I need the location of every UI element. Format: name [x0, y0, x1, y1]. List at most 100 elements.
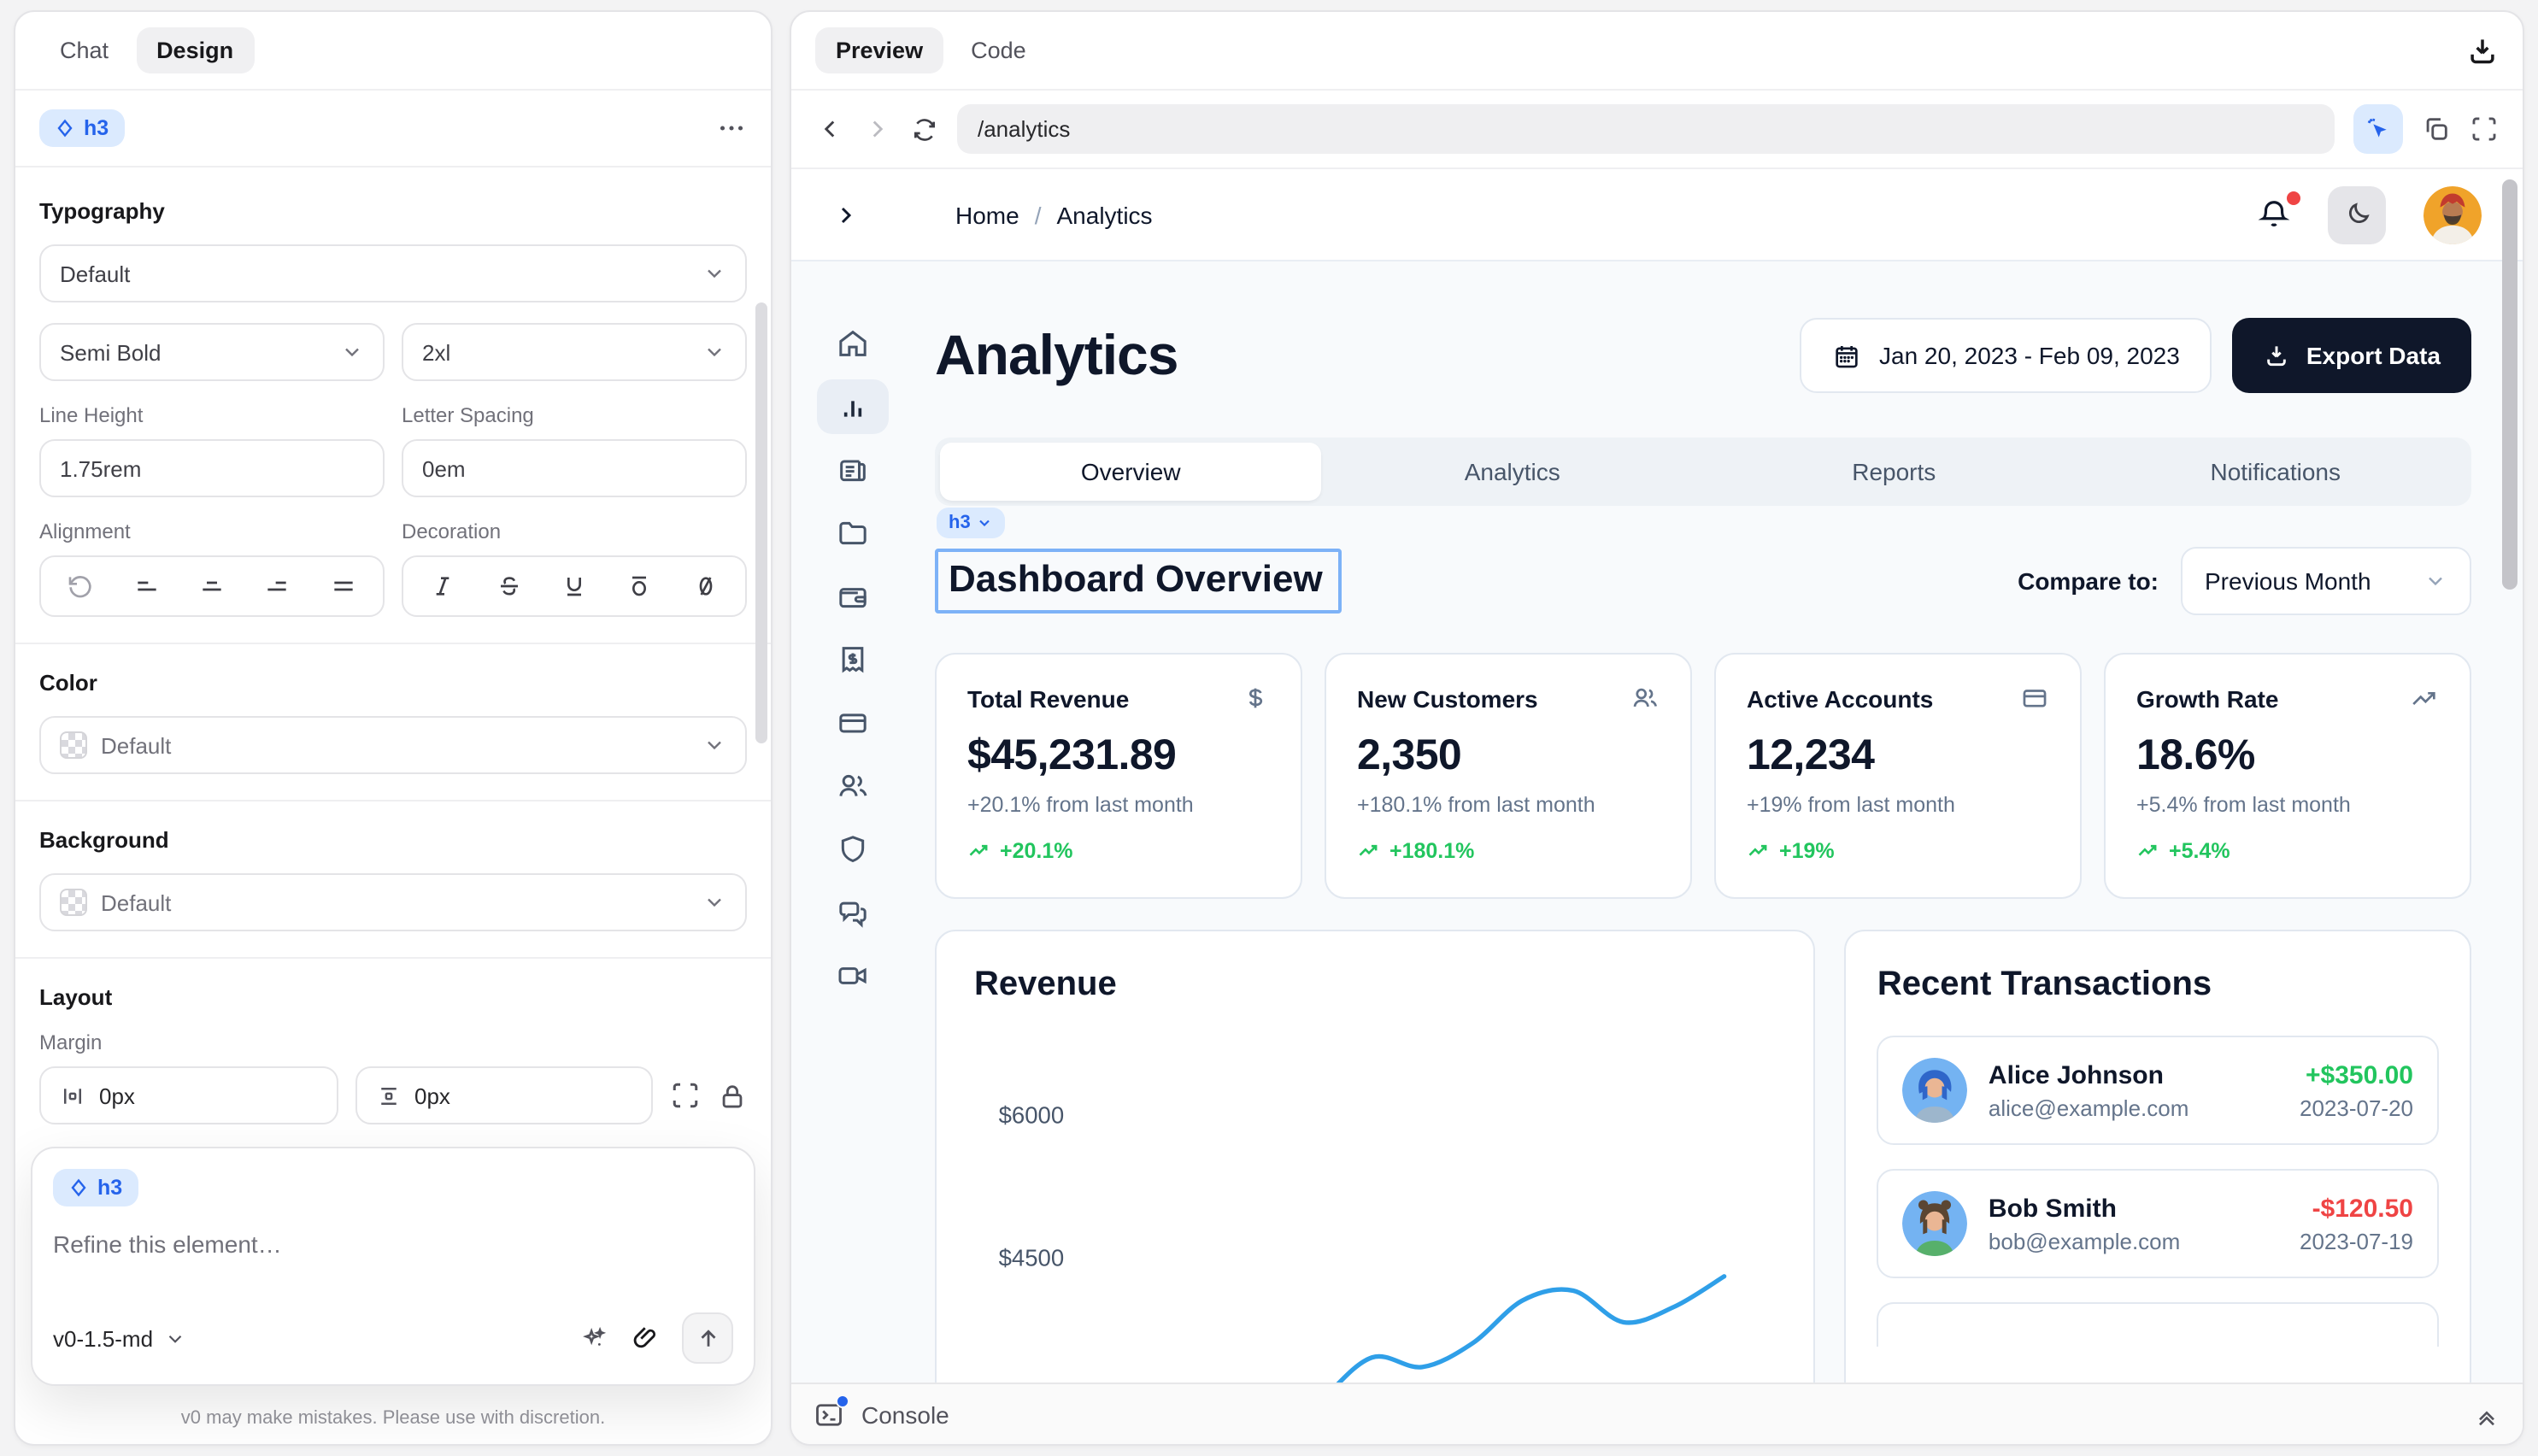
sidebar-item-users[interactable] — [817, 759, 889, 813]
fullscreen-button[interactable] — [2470, 114, 2499, 144]
sidebar-item-video[interactable] — [817, 948, 889, 1003]
align-left-button[interactable] — [132, 572, 160, 600]
transaction-item[interactable]: Bob Smith bob@example.com -$120.50 2023-… — [1877, 1169, 2439, 1278]
users-icon — [839, 774, 867, 796]
copy-button[interactable] — [2422, 114, 2451, 144]
sidebar-item-home[interactable] — [817, 316, 889, 371]
sidebar-item-invoices[interactable] — [817, 632, 889, 687]
margin-y-input[interactable]: 0px — [355, 1066, 653, 1124]
background-select[interactable]: Default — [39, 873, 747, 931]
dashboard-section-title[interactable]: Dashboard Overview — [949, 557, 1323, 600]
download-button[interactable] — [2466, 34, 2499, 67]
bell-icon — [2258, 201, 2290, 226]
overline-button[interactable] — [626, 572, 654, 600]
sidebar-item-security[interactable] — [817, 822, 889, 877]
home-icon — [839, 330, 867, 356]
sidebar-item-news[interactable] — [817, 443, 889, 497]
typography-section-label: Typography — [39, 198, 165, 224]
chevron-right-icon — [872, 120, 884, 138]
strikethrough-button[interactable] — [495, 572, 522, 600]
notifications-button[interactable] — [2258, 191, 2300, 231]
preview-nav-bar: /analytics — [791, 91, 2523, 169]
letter-spacing-label: Letter Spacing — [402, 403, 534, 427]
sidebar-expand-button[interactable] — [832, 201, 860, 228]
user-avatar[interactable] — [2423, 185, 2482, 244]
margin-x-input[interactable]: 0px — [39, 1066, 338, 1124]
transaction-item[interactable]: Alice Johnson alice@example.com +$350.00… — [1877, 1036, 2439, 1145]
tab-preview[interactable]: Preview — [815, 27, 944, 73]
sidebar-item-analytics[interactable] — [817, 379, 889, 434]
alignment-label: Alignment — [39, 520, 131, 543]
underline-button[interactable] — [561, 572, 588, 600]
breadcrumb-home[interactable]: Home — [955, 201, 1019, 228]
chevron-down-icon — [345, 348, 359, 357]
send-button[interactable] — [682, 1312, 733, 1364]
margin-expand-button[interactable] — [670, 1080, 701, 1111]
console-expand-button[interactable] — [2473, 1400, 2500, 1428]
dashboard-tab-reports[interactable]: Reports — [1852, 458, 1936, 485]
sidebar-item-wallet[interactable] — [817, 569, 889, 624]
compare-select[interactable]: Previous Month — [2181, 547, 2471, 615]
font-weight-select[interactable]: Semi Bold — [39, 323, 385, 381]
breadcrumb-current: Analytics — [1056, 201, 1153, 228]
font-family-select[interactable]: Default — [39, 244, 747, 302]
tab-design[interactable]: Design — [136, 27, 255, 73]
cursor-inspect-icon — [2366, 117, 2386, 137]
model-select[interactable]: v0-1.5-md — [53, 1325, 185, 1351]
diamond-icon — [57, 119, 73, 138]
date-range-picker[interactable]: Jan 20, 2023 - Feb 09, 2023 — [1799, 318, 2212, 393]
nav-forward-button[interactable] — [863, 114, 892, 144]
tab-chat[interactable]: Chat — [60, 38, 109, 63]
no-decoration-button[interactable] — [692, 572, 720, 600]
font-size-select[interactable]: 2xl — [402, 323, 747, 381]
selected-element-badge[interactable]: h3 — [39, 109, 125, 147]
moon-icon — [2347, 203, 2369, 224]
color-select[interactable]: Default — [39, 716, 747, 774]
inspect-mode-button[interactable] — [2353, 104, 2403, 154]
strikethrough-icon — [500, 577, 518, 596]
italic-button[interactable] — [429, 572, 456, 600]
align-right-button[interactable] — [264, 572, 291, 600]
diamond-icon — [71, 1178, 86, 1197]
console-bar[interactable]: Console — [791, 1383, 2523, 1444]
slash-zero-icon — [699, 577, 712, 596]
enhance-prompt-button[interactable] — [579, 1324, 608, 1353]
sidebar-item-cards[interactable] — [817, 696, 889, 750]
attach-file-button[interactable] — [631, 1324, 660, 1353]
stats-grid: Total Revenue $45,231.89 +20.1% from las… — [935, 653, 2471, 899]
tab-code[interactable]: Code — [971, 38, 1026, 63]
sidebar-item-files[interactable] — [817, 506, 889, 561]
stat-card-active-accounts: Active Accounts 12,234 +19% from last mo… — [1714, 653, 2082, 899]
nav-back-button[interactable] — [815, 114, 844, 144]
color-swatch — [60, 731, 87, 759]
refine-input[interactable]: Refine this element… — [53, 1230, 282, 1258]
dashboard-tab-notifications[interactable]: Notifications — [2210, 458, 2341, 485]
export-data-button[interactable]: Export Data — [2232, 318, 2471, 393]
theme-toggle-button[interactable] — [2328, 185, 2386, 244]
margin-lock-button[interactable] — [718, 1081, 747, 1110]
revenue-chart-title: Revenue — [974, 966, 1117, 1003]
dashboard-tab-overview[interactable]: Overview — [940, 443, 1322, 501]
decoration-group — [402, 555, 747, 617]
line-height-input[interactable]: 1.75rem — [39, 439, 385, 497]
align-center-button[interactable] — [198, 572, 226, 600]
sidebar-item-messages[interactable] — [817, 885, 889, 940]
url-bar[interactable]: /analytics — [957, 104, 2335, 154]
dashboard-tab-analytics[interactable]: Analytics — [1464, 458, 1560, 485]
chevron-down-icon — [167, 1334, 181, 1342]
compare-label: Compare to: — [2018, 567, 2159, 595]
letter-spacing-input[interactable]: 0em — [402, 439, 747, 497]
composer-element-badge[interactable]: h3 — [53, 1169, 138, 1206]
element-menu-button[interactable] — [716, 113, 747, 144]
download-icon — [2470, 39, 2494, 64]
align-justify-button[interactable] — [330, 572, 357, 600]
reset-alignment-button[interactable] — [67, 572, 94, 600]
breadcrumb: Home / Analytics — [955, 201, 1153, 228]
chevron-left-icon — [824, 120, 835, 138]
preview-scrollbar[interactable] — [2502, 179, 2517, 590]
layout-section-label: Layout — [39, 984, 113, 1010]
element-selection-badge[interactable]: h3 — [937, 508, 1005, 538]
nav-refresh-button[interactable] — [911, 115, 938, 143]
design-panel-scrollbar[interactable] — [755, 302, 767, 743]
